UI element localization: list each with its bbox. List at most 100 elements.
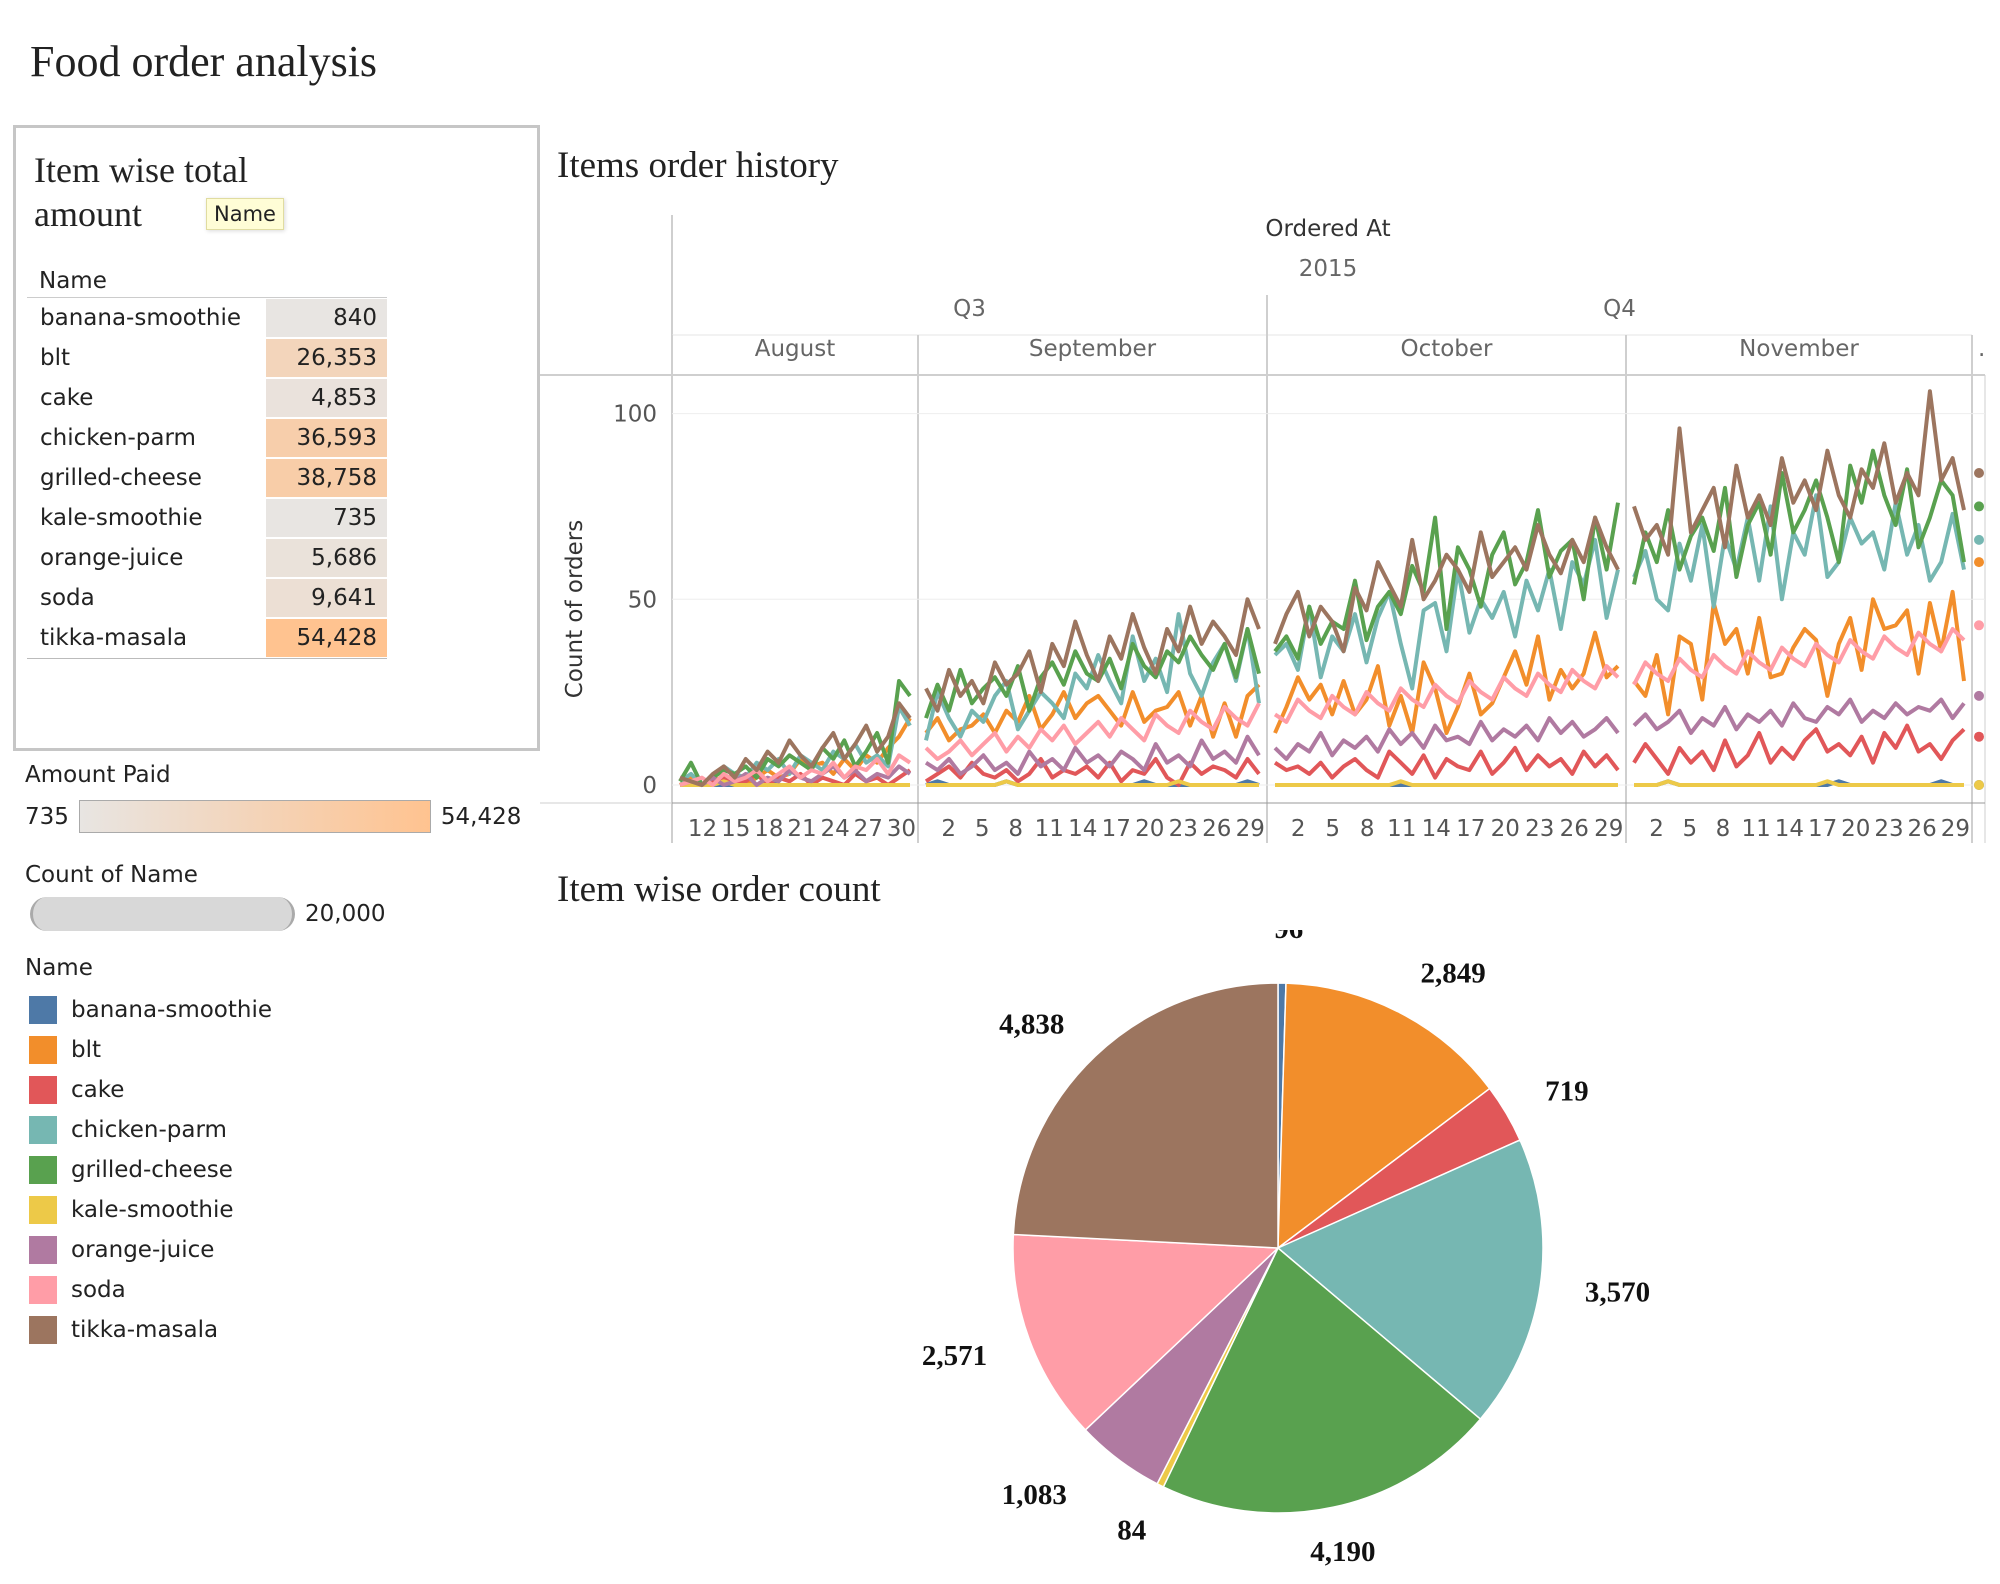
series-line-chicken-parm bbox=[1273, 537, 1620, 691]
series-line-tikka-masala bbox=[1273, 515, 1620, 654]
table-row[interactable]: chicken-parm 36,593 bbox=[27, 418, 387, 458]
row-item-name: cake bbox=[40, 385, 94, 411]
series-line-cake bbox=[924, 757, 1261, 787]
legend-item[interactable]: kale-smoothie bbox=[29, 1190, 272, 1230]
row-amount: 26,353 bbox=[266, 339, 387, 377]
table-row[interactable]: soda 9,641 bbox=[27, 578, 387, 618]
x-tick-label: 26 bbox=[1908, 816, 1937, 842]
legend-swatch bbox=[29, 1196, 57, 1224]
pie-data-label: 2,849 bbox=[1421, 958, 1486, 990]
series-end-marker bbox=[1974, 620, 1984, 631]
legend-item[interactable]: chicken-parm bbox=[29, 1110, 272, 1150]
series-line-tikka-masala bbox=[924, 597, 1261, 713]
amount-table: banana-smoothie 840 blt 26,353 cake 4,853 chic… bbox=[27, 297, 387, 659]
pie-data-label: 3,570 bbox=[1585, 1277, 1650, 1309]
row-amount: 4,853 bbox=[266, 379, 387, 417]
series-end-marker bbox=[1974, 731, 1984, 742]
pie-chart-title: Item wise order count bbox=[557, 869, 881, 910]
series-end-marker bbox=[1974, 557, 1984, 568]
series-line-grilled-cheese bbox=[1273, 502, 1620, 661]
row-amount: 54,428 bbox=[266, 619, 387, 657]
legend-swatch bbox=[29, 1076, 57, 1104]
amount-legend-title: Amount Paid bbox=[25, 762, 171, 788]
series-line-blt bbox=[1273, 630, 1620, 735]
amount-max: 54,428 bbox=[440, 803, 522, 830]
table-row[interactable]: cake 4,853 bbox=[27, 378, 387, 418]
item-total-amount-panel: Item wise total amount Name Name banana-… bbox=[13, 125, 540, 751]
legend-label: soda bbox=[71, 1277, 126, 1303]
header-month: November bbox=[1739, 336, 1859, 362]
series-end-marker bbox=[1974, 468, 1984, 478]
x-tick-label: 14 bbox=[1068, 816, 1097, 842]
row-amount: 840 bbox=[266, 299, 387, 337]
x-tick-label: 29 bbox=[1236, 816, 1265, 842]
x-tick-label: 15 bbox=[721, 816, 750, 842]
pie-slice-tikka-masala bbox=[1012, 982, 1279, 1249]
items-order-history-chart: Ordered At 2015 Q3 Q4 August 12 15 18 21 24 27 30 Se… bbox=[540, 215, 1986, 843]
row-amount: 9,641 bbox=[266, 579, 387, 617]
legend-item[interactable]: blt bbox=[29, 1030, 272, 1070]
legend-swatch bbox=[29, 1036, 57, 1064]
table-row[interactable]: orange-juice 5,686 bbox=[27, 538, 387, 578]
x-tick-label: 24 bbox=[821, 816, 850, 842]
header-quarter: Q4 bbox=[1603, 296, 1636, 322]
legend-item[interactable]: orange-juice bbox=[29, 1230, 272, 1270]
panel-title: Item wise total amount bbox=[34, 150, 248, 234]
series-end-marker bbox=[1974, 690, 1984, 701]
series-end-marker bbox=[1974, 501, 1984, 512]
legend-label: tikka-masala bbox=[71, 1317, 219, 1343]
table-row[interactable]: kale-smoothie 735 bbox=[27, 498, 387, 538]
pie-slice-grilled-cheese bbox=[1162, 1246, 1482, 1514]
x-tick-label: 20 bbox=[1841, 816, 1870, 842]
row-item-name: tikka-masala bbox=[40, 625, 188, 651]
color-legend-title: Name bbox=[25, 955, 93, 981]
series-end-marker bbox=[1974, 534, 1984, 545]
table-row[interactable]: grilled-cheese 38,758 bbox=[27, 458, 387, 498]
x-tick-label: 8 bbox=[1716, 816, 1731, 842]
table-row[interactable]: blt 26,353 bbox=[27, 338, 387, 378]
table-row[interactable]: banana-smoothie 840 bbox=[27, 298, 387, 338]
x-tick-label: 2 bbox=[941, 816, 956, 842]
x-tick-label: 29 bbox=[1941, 816, 1970, 842]
count-value: 20,000 bbox=[305, 901, 386, 927]
legend-item[interactable]: soda bbox=[29, 1270, 272, 1310]
x-tick-label: 29 bbox=[1594, 816, 1623, 842]
series-line-orange-juice bbox=[924, 734, 1261, 776]
count-size-pill bbox=[30, 897, 295, 931]
count-legend-title: Count of Name bbox=[25, 862, 198, 888]
series-line-cake bbox=[1273, 745, 1620, 780]
table-row[interactable]: tikka-masala 54,428 bbox=[27, 618, 387, 658]
x-tick-label: 27 bbox=[854, 816, 883, 842]
legend-label: kale-smoothie bbox=[71, 1197, 234, 1223]
row-amount: 5,686 bbox=[266, 539, 387, 577]
legend-item[interactable]: tikka-masala bbox=[29, 1310, 272, 1350]
x-tick-label: 26 bbox=[1560, 816, 1589, 842]
legend-item[interactable]: grilled-cheese bbox=[29, 1150, 272, 1190]
legend-item[interactable]: banana-smoothie bbox=[29, 990, 272, 1030]
series-line-kale-smoothie bbox=[1634, 779, 1964, 787]
legend-item[interactable]: cake bbox=[29, 1070, 272, 1110]
y-tick-label: 50 bbox=[628, 587, 657, 613]
x-tick-label: 5 bbox=[1682, 816, 1697, 842]
row-item-name: banana-smoothie bbox=[40, 305, 242, 331]
color-legend: banana-smoothie blt cake chicken-parm grille… bbox=[29, 990, 272, 1350]
table-column-header[interactable]: Name bbox=[39, 268, 107, 294]
series-line-orange-juice bbox=[1273, 716, 1620, 761]
row-item-name: grilled-cheese bbox=[40, 465, 202, 491]
legend-label: blt bbox=[71, 1037, 102, 1063]
x-tick-label: 12 bbox=[688, 816, 717, 842]
series-line-grilled-cheese bbox=[1632, 448, 1966, 585]
series-line-grilled-cheese bbox=[924, 627, 1261, 719]
x-tick-label: 17 bbox=[1102, 816, 1131, 842]
x-tick-label: 5 bbox=[1325, 816, 1340, 842]
x-tick-label: 14 bbox=[1422, 816, 1451, 842]
line-chart-title: Items order history bbox=[557, 145, 839, 186]
y-axis-label: Count of orders bbox=[562, 520, 588, 698]
pie-slice-soda bbox=[1012, 1233, 1280, 1432]
tooltip: Name bbox=[206, 198, 284, 230]
row-item-name: chicken-parm bbox=[40, 425, 196, 451]
x-tick-label: 18 bbox=[754, 816, 783, 842]
series-line-cake bbox=[1632, 723, 1966, 776]
header-month: August bbox=[755, 336, 836, 362]
x-tick-label: 14 bbox=[1775, 816, 1804, 842]
